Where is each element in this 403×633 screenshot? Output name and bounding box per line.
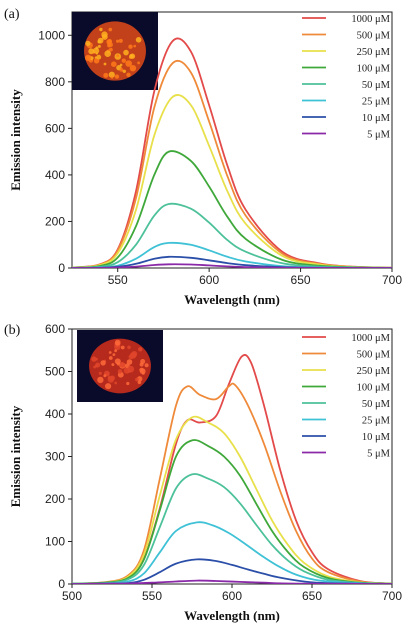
series-group	[72, 354, 392, 584]
series-line	[72, 59, 392, 268]
panel-label: (a)	[4, 7, 20, 22]
y-tick-label: 400	[45, 168, 65, 182]
x-tick-label: 650	[291, 273, 311, 287]
x-tick-label: 700	[382, 589, 402, 603]
y-tick-label: 300	[45, 450, 65, 464]
sample-photo-orange	[72, 12, 158, 90]
x-tick-label: 550	[108, 273, 128, 287]
y-tick-label: 400	[45, 407, 65, 421]
x-tick-label: 550	[142, 589, 162, 603]
legend-label: 500 μM	[357, 350, 391, 361]
y-tick-label: 600	[45, 322, 65, 336]
legend-label: 5 μM	[367, 449, 391, 460]
series-line	[72, 473, 392, 584]
legend-label: 1000 μM	[351, 14, 390, 25]
legend-label: 100 μM	[357, 64, 391, 75]
legend-label: 250 μM	[357, 47, 391, 58]
y-tick-label: 100	[45, 535, 65, 549]
y-tick-label: 800	[45, 75, 65, 89]
y-tick-label: 0	[58, 261, 65, 275]
series-group	[72, 37, 392, 268]
y-tick-label: 500	[45, 365, 65, 379]
sample-photo-red	[77, 330, 163, 402]
y-axis-title: Emission intensity	[8, 89, 23, 191]
series-line	[72, 202, 392, 268]
y-axis-title: Emission intensity	[8, 405, 23, 507]
legend-label: 25 μM	[362, 97, 391, 108]
legend-label: 10 μM	[362, 113, 391, 124]
x-tick-label: 650	[302, 589, 322, 603]
x-axis-title: Wavelength (nm)	[184, 608, 280, 623]
series-line	[72, 415, 392, 584]
legend: 1000 μM 500 μM 250 μM 100 μM 50 μM 25 μM 10 μM…	[302, 333, 391, 460]
series-line	[72, 521, 392, 584]
series-line	[72, 263, 392, 268]
plot-frame	[71, 11, 393, 269]
x-tick-label: 600	[199, 273, 219, 287]
series-line	[72, 579, 392, 584]
series-line	[72, 439, 392, 584]
legend-label: 500 μM	[357, 31, 391, 42]
legend-label: 50 μM	[362, 80, 391, 91]
series-line	[72, 382, 392, 584]
legend-label: 25 μM	[362, 416, 391, 427]
legend-label: 100 μM	[357, 383, 391, 394]
x-tick-label: 600	[222, 589, 242, 603]
legend: 1000 μM 500 μM 250 μM 100 μM 50 μM 25 μM 10 μM…	[302, 14, 391, 141]
legend-label: 50 μM	[362, 399, 391, 410]
y-tick-label: 0	[58, 577, 65, 591]
series-line	[72, 150, 392, 268]
series-line	[72, 94, 392, 268]
x-axis-title: Wavelength (nm)	[184, 292, 280, 307]
legend-label: 1000 μM	[351, 333, 390, 344]
y-tick-label: 200	[45, 214, 65, 228]
legend-label: 10 μM	[362, 432, 391, 443]
legend-label: 5 μM	[367, 130, 391, 141]
x-tick-label: 500	[62, 589, 82, 603]
y-tick-label: 1000	[38, 28, 65, 42]
chart-panel-b: 500 550 600 650 700 0 100 200 300 400 500 600 Wavele…	[4, 322, 402, 623]
x-tick-label: 700	[382, 273, 402, 287]
legend-label: 250 μM	[357, 366, 391, 377]
panel-label: (b)	[4, 323, 21, 338]
y-tick-label: 600	[45, 121, 65, 135]
y-tick-label: 200	[45, 492, 65, 506]
chart-panel-a: 550 600 650 700 0 200 400 600 800 1000 Wavelength …	[4, 7, 402, 307]
